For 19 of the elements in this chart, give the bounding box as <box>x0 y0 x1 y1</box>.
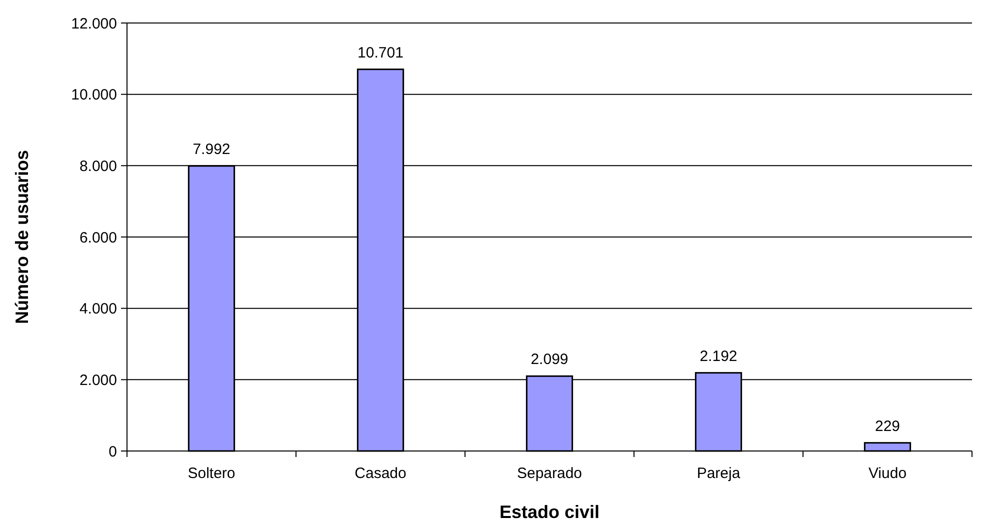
y-tick-label: 4.000 <box>79 300 117 318</box>
y-tick-label: 2.000 <box>79 372 117 389</box>
x-tick-label: Soltero <box>188 465 236 482</box>
x-tick-label: Pareja <box>696 465 741 482</box>
y-tick-label: 6.000 <box>79 229 117 246</box>
y-tick-label: 8.000 <box>79 158 117 175</box>
data-label: 7.992 <box>192 140 230 158</box>
data-label: 2.192 <box>700 348 738 365</box>
x-tick-label: Viudo <box>868 465 907 482</box>
data-label: 2.099 <box>530 351 568 368</box>
y-axis-title: Número de usuarios <box>12 150 32 324</box>
x-tick-label: Separado <box>516 465 582 482</box>
y-tick-label: 0 <box>108 443 117 460</box>
y-tick-label: 12.000 <box>71 15 117 32</box>
data-label: 10.701 <box>358 44 404 62</box>
x-axis-title: Estado civil <box>499 502 600 522</box>
y-tick-label: 10.000 <box>71 86 117 104</box>
x-tick-label: Casado <box>354 465 406 482</box>
data-label: 229 <box>874 418 900 435</box>
